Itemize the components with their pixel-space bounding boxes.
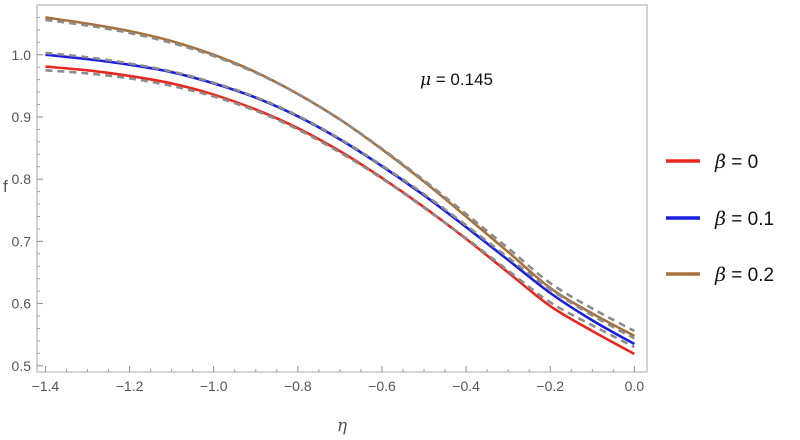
series-lines	[45, 16, 636, 356]
legend-label-beta-0: β = 0	[714, 151, 758, 173]
annotation-value: = 0.145	[431, 70, 493, 89]
y-axis-ticks: 0.5 0.6 0.7 0.8 0.9 1.0	[12, 4, 43, 374]
y-tick-label: 0.8	[12, 171, 32, 187]
annotation-symbol: μ	[420, 70, 431, 90]
series-line-0	[45, 65, 636, 356]
y-tick-label: 0.9	[12, 109, 32, 125]
x-tick-label: 0.0	[625, 378, 645, 394]
series-line-dashed-1	[45, 69, 635, 349]
legend: β = 0 β = 0.1 β = 0.2	[666, 151, 774, 286]
series-line-1	[45, 53, 636, 346]
legend-item-beta-0: β = 0	[666, 151, 758, 173]
y-tick-label: 0.5	[12, 358, 32, 374]
y-tick-label: 0.7	[12, 233, 32, 249]
legend-item-beta-0-1: β = 0.1	[666, 208, 774, 230]
x-axis-ticks: −1.4 −1.2 −1.0 −0.8 −0.6 −0.4 −0.2 0.0	[32, 366, 645, 394]
plot-frame	[36, 4, 648, 373]
y-tick-label: 0.6	[12, 296, 32, 312]
x-tick-label: −0.8	[284, 378, 312, 394]
annotation-mu: μ = 0.145	[420, 70, 493, 90]
legend-label-beta-0-1: β = 0.1	[714, 208, 774, 230]
x-tick-label: −1.4	[32, 378, 60, 394]
x-tick-label: −0.4	[452, 378, 480, 394]
legend-item-beta-0-2: β = 0.2	[666, 264, 774, 286]
x-tick-label: −1.2	[116, 378, 144, 394]
x-tick-label: −0.6	[368, 378, 396, 394]
y-tick-label: 1.0	[12, 47, 32, 63]
series-line-dashed-3	[45, 18, 635, 333]
x-axis-label: η	[337, 416, 348, 436]
y-axis-label: f	[3, 177, 8, 196]
legend-label-beta-0-2: β = 0.2	[714, 264, 774, 286]
x-tick-label: −0.2	[536, 378, 564, 394]
series-line-dashed-2	[45, 51, 636, 340]
x-tick-label: −1.0	[200, 378, 228, 394]
